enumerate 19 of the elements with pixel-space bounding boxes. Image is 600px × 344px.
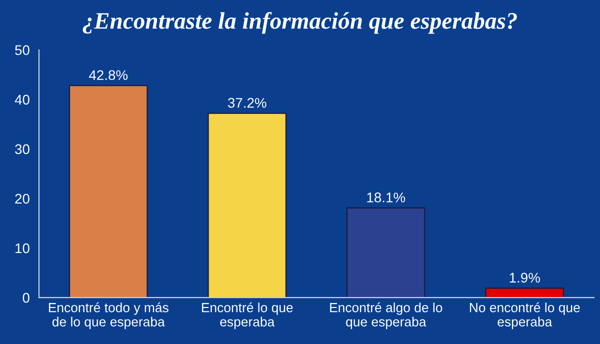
x-tick-label: Encontré todo y más de lo que esperaba (48, 302, 168, 330)
chart-title: ¿Encontraste la información que esperabas? (82, 12, 517, 34)
bar (346, 207, 426, 298)
y-tick-label: 50 (15, 45, 30, 56)
bar (208, 112, 287, 298)
x-tick-label: No encontré lo que esperaba (470, 302, 580, 330)
data-label: 42.8% (89, 70, 128, 80)
y-tick-label: 40 (14, 94, 30, 105)
x-tick-label: Encontré lo que esperaba (202, 302, 293, 330)
x-tick-label: Encontré algo de lo que esperaba (330, 302, 442, 330)
data-label: 18.1% (367, 192, 406, 202)
y-tick-label: 10 (16, 243, 30, 254)
data-label: 1.9% (510, 272, 540, 283)
data-label: 37.2% (228, 98, 266, 108)
y-tick-label: 0 (22, 292, 30, 303)
y-tick-label: 30 (15, 144, 30, 154)
y-tick-label: 20 (15, 194, 30, 204)
bar (485, 288, 564, 298)
bar (68, 84, 148, 298)
